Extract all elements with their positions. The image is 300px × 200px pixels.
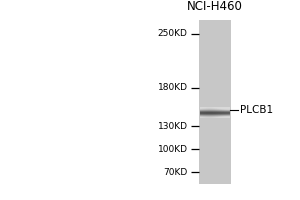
Text: 130KD: 130KD	[158, 122, 188, 131]
Text: 180KD: 180KD	[158, 83, 188, 92]
Text: NCI-H460: NCI-H460	[187, 0, 243, 13]
Text: PLCB1: PLCB1	[240, 105, 273, 115]
Text: 100KD: 100KD	[158, 145, 188, 154]
Text: 70KD: 70KD	[163, 168, 188, 177]
Text: 250KD: 250KD	[158, 29, 188, 38]
